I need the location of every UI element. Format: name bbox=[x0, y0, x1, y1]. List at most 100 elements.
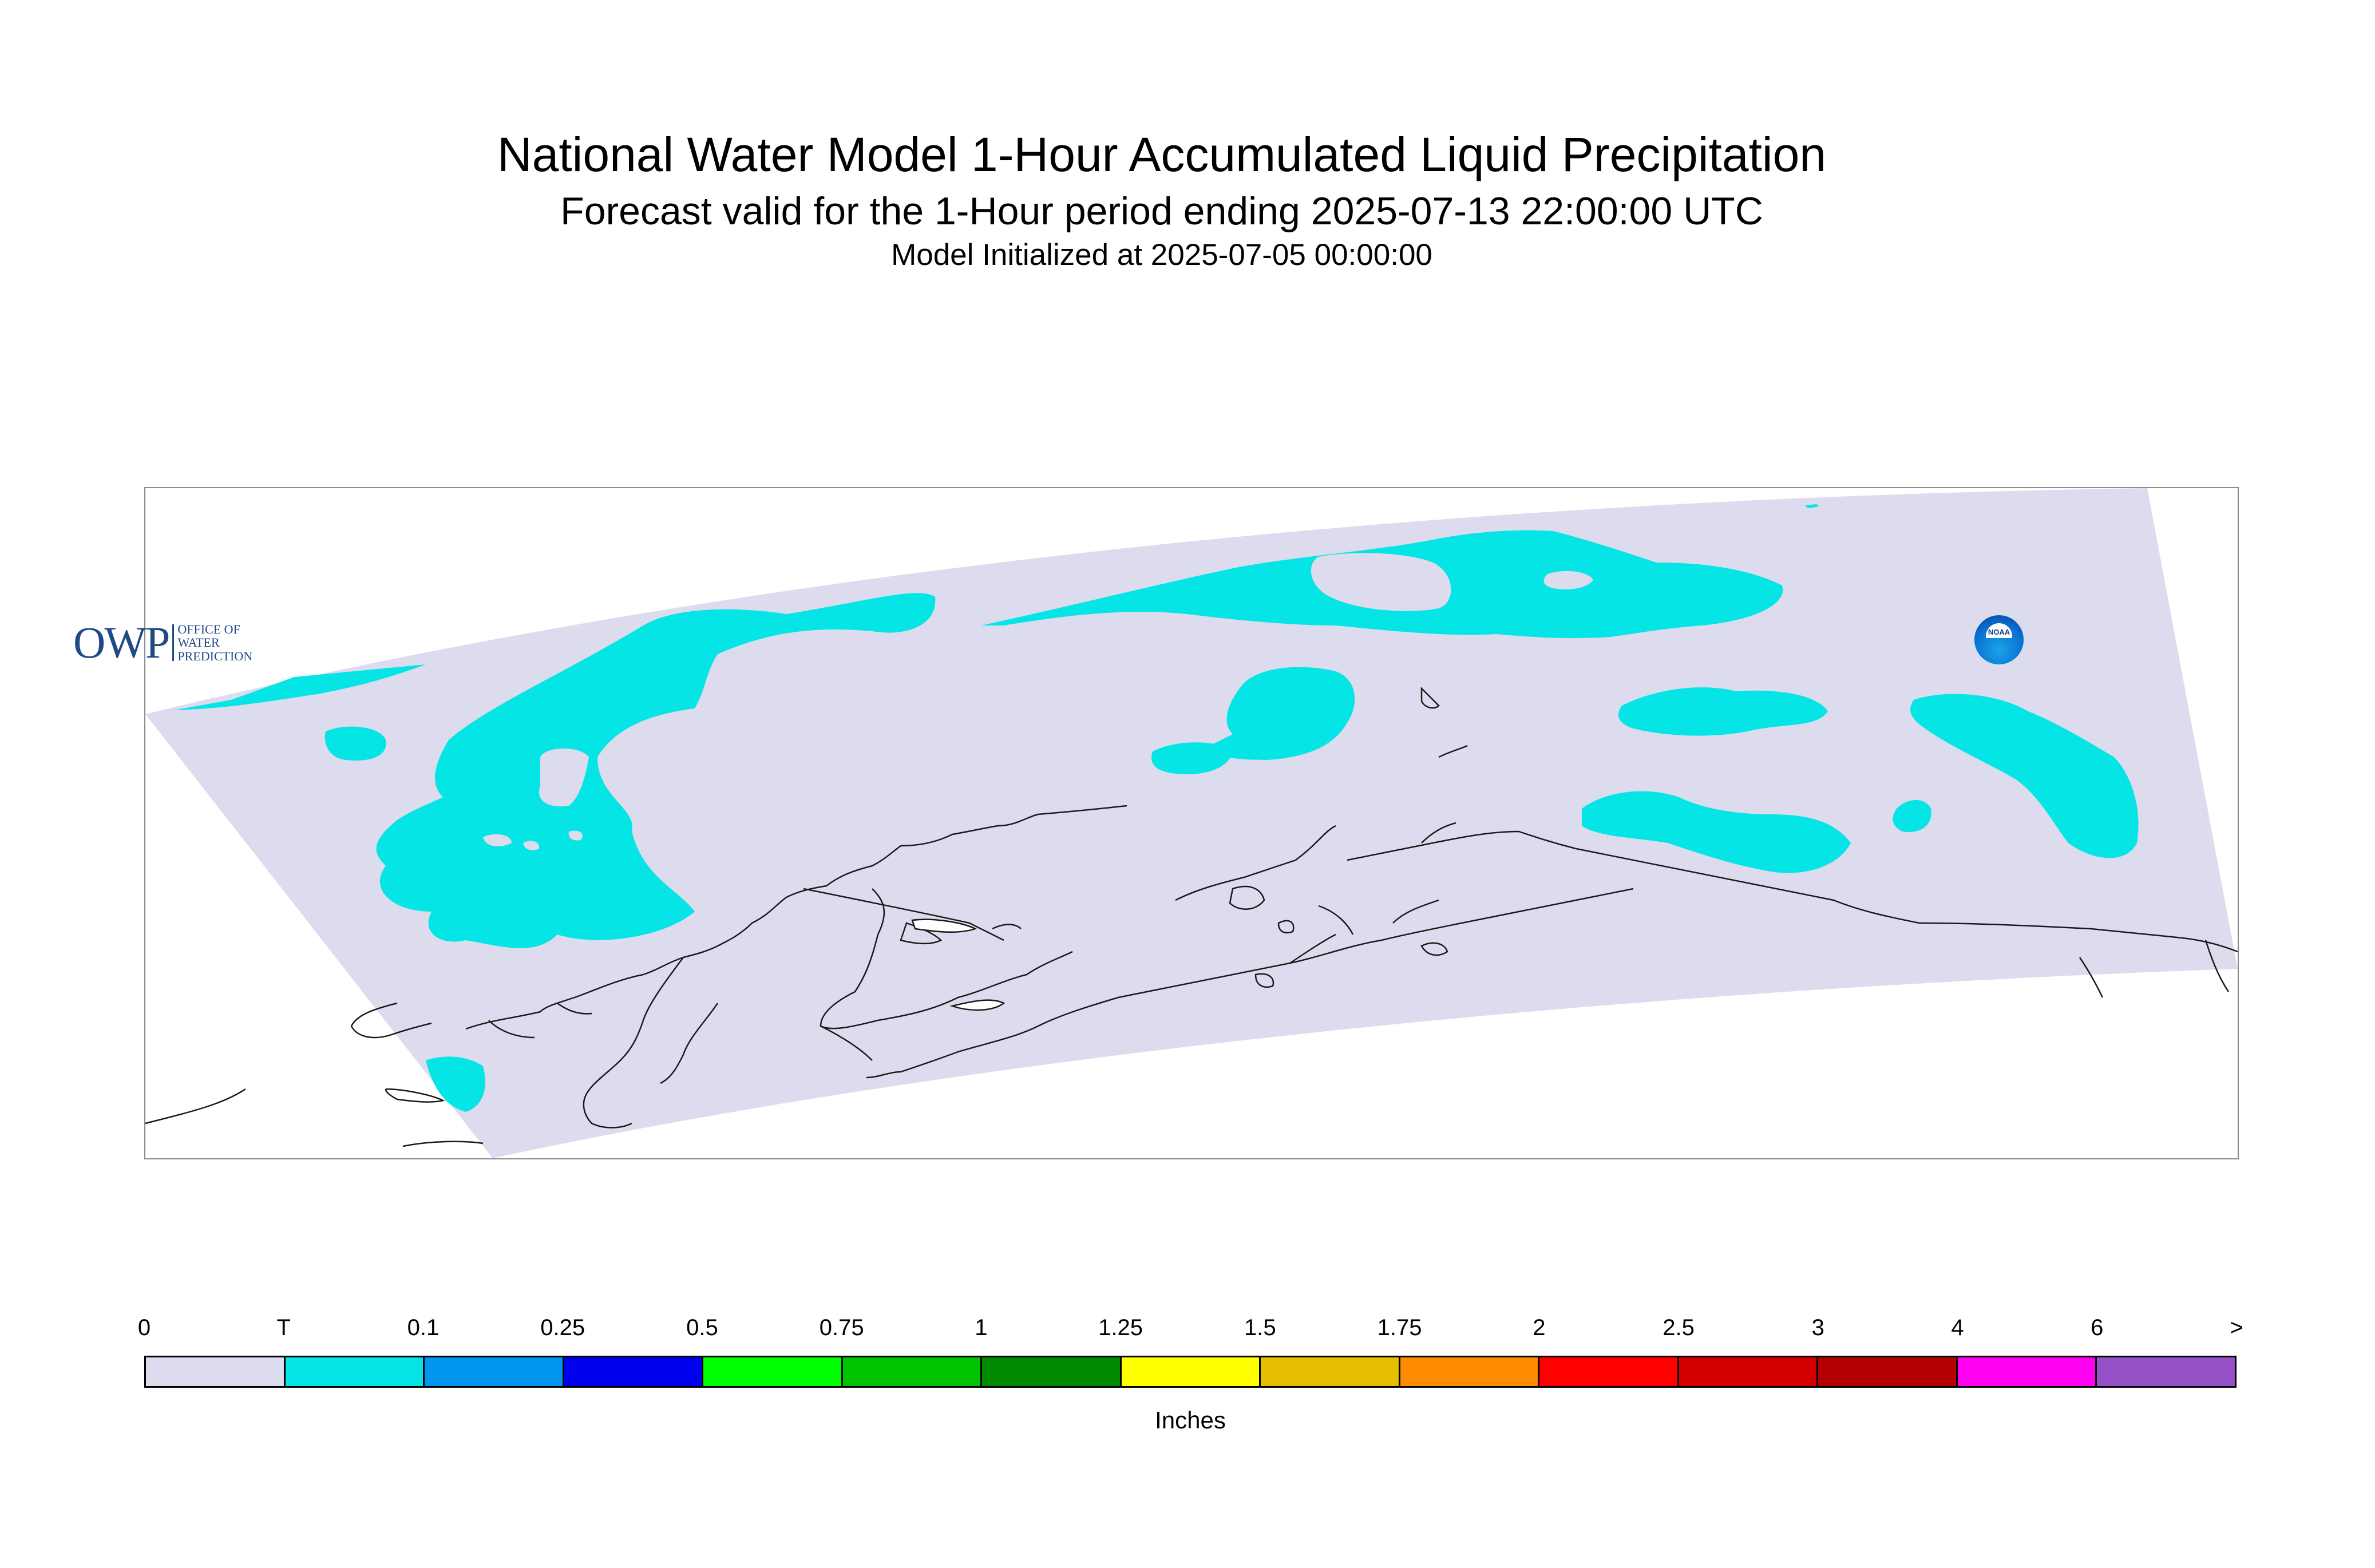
coastline bbox=[820, 1025, 873, 1061]
legend-swatch bbox=[1818, 1357, 1958, 1386]
coastline bbox=[402, 1141, 484, 1147]
inlet bbox=[949, 999, 1006, 1011]
coastline bbox=[1392, 899, 1439, 924]
inlet bbox=[911, 918, 977, 933]
coastline bbox=[1438, 745, 1468, 758]
coastline bbox=[385, 1088, 445, 1103]
precip-area bbox=[174, 664, 426, 710]
island bbox=[1420, 942, 1448, 956]
coastline bbox=[803, 888, 1004, 941]
map-title: National Water Model 1-Hour Accumulated … bbox=[497, 128, 1827, 181]
init-time: Model Initialized at 2025-07-05 00:00:00 bbox=[891, 238, 1432, 272]
legend-swatch bbox=[1261, 1357, 1400, 1386]
coastline bbox=[1420, 686, 1440, 709]
owp-text: OFFICE OF WATER PREDICTION bbox=[177, 623, 252, 662]
coastline bbox=[488, 1020, 535, 1039]
coastline bbox=[2079, 957, 2104, 998]
coastline bbox=[643, 805, 1127, 976]
precip-area bbox=[1805, 504, 1819, 508]
coastline bbox=[1038, 939, 1382, 1027]
coastline bbox=[1318, 905, 1354, 935]
legend-tick-label: 0.25 bbox=[540, 1315, 585, 1340]
coastline bbox=[1347, 830, 1577, 861]
owp-mark: OWP bbox=[73, 617, 170, 667]
coastlines bbox=[145, 686, 2238, 1147]
inlets bbox=[911, 918, 1006, 1011]
dry-hole bbox=[523, 841, 540, 850]
island bbox=[1277, 920, 1295, 934]
map-subtitle: Forecast valid for the 1-Hour period end… bbox=[560, 189, 1763, 233]
coastline bbox=[583, 957, 684, 1129]
legend-tick-label: 3 bbox=[1811, 1315, 1824, 1340]
legend-swatch bbox=[2097, 1357, 2235, 1386]
coastline bbox=[1289, 933, 1336, 964]
coastline bbox=[820, 888, 1073, 1030]
legend-tick-label: 0.1 bbox=[407, 1315, 440, 1340]
precip-area bbox=[1582, 791, 1851, 873]
dry-hole bbox=[539, 749, 589, 807]
coastline bbox=[465, 973, 644, 1030]
precip-area bbox=[1210, 667, 1355, 760]
coastline bbox=[1381, 888, 1634, 941]
legend-swatch bbox=[1957, 1357, 2097, 1386]
legend-tick-label: 1.75 bbox=[1377, 1315, 1422, 1340]
legend-tick-label: T bbox=[276, 1315, 291, 1340]
coastline bbox=[1576, 848, 1920, 924]
coastline bbox=[866, 1025, 1039, 1079]
legend-swatch bbox=[285, 1357, 425, 1386]
owp-line: WATER bbox=[177, 635, 220, 650]
noaa-label: NOAA bbox=[1988, 628, 2010, 636]
legend-tick-label: 1.5 bbox=[1244, 1315, 1276, 1340]
coastline bbox=[1295, 825, 1336, 861]
coastline bbox=[1421, 822, 1456, 844]
legend-swatch bbox=[564, 1357, 704, 1386]
legend-swatch bbox=[425, 1357, 564, 1386]
legend-units: Inches bbox=[1155, 1407, 1226, 1434]
legend-tick-label: 0.75 bbox=[819, 1315, 864, 1340]
coastline bbox=[660, 1003, 719, 1084]
precip-area bbox=[324, 726, 386, 761]
legend-swatch bbox=[842, 1357, 983, 1386]
legend-tick-label: 0 bbox=[137, 1315, 151, 1340]
precip-area bbox=[1910, 694, 2139, 858]
owp-divider bbox=[172, 624, 175, 661]
legend-colorbar bbox=[144, 1356, 2237, 1388]
coastline bbox=[145, 1088, 246, 1124]
legend-swatch bbox=[146, 1357, 286, 1386]
legend-tick-label: 6 bbox=[2091, 1315, 2104, 1340]
owp-logo: OWP OFFICE OF WATER PREDICTION bbox=[73, 620, 252, 666]
coastline bbox=[1175, 859, 1296, 901]
dry-hole bbox=[1543, 571, 1593, 589]
legend-swatch bbox=[703, 1357, 843, 1386]
legend-swatch bbox=[1539, 1357, 1679, 1386]
island bbox=[1229, 885, 1265, 910]
legend-tick-label: 2.5 bbox=[1662, 1315, 1695, 1340]
precip-area bbox=[1151, 742, 1233, 774]
legend-tick-label: 1.25 bbox=[1098, 1315, 1143, 1340]
noaa-logo: NOAA bbox=[1973, 614, 2025, 666]
dry-hole bbox=[1311, 553, 1451, 611]
precip-trace-areas bbox=[174, 504, 2139, 1112]
island bbox=[1254, 973, 1274, 988]
legend-tick-label: 0.5 bbox=[686, 1315, 718, 1340]
owp-line: PREDICTION bbox=[177, 648, 253, 663]
legend-swatch bbox=[982, 1357, 1122, 1386]
owp-line: OFFICE OF bbox=[177, 622, 240, 637]
legend-tick-label: 2 bbox=[1533, 1315, 1546, 1340]
precip-area bbox=[1618, 687, 1828, 736]
legend-tick-label: 4 bbox=[1951, 1315, 1964, 1340]
dry-holes bbox=[483, 553, 1593, 850]
dry-hole bbox=[568, 830, 583, 841]
coastline bbox=[557, 1002, 592, 1015]
precip-area bbox=[376, 593, 936, 948]
coastline bbox=[992, 924, 1022, 930]
coastline bbox=[2204, 940, 2230, 992]
legend-swatch bbox=[1679, 1357, 1819, 1386]
islands bbox=[1229, 885, 1448, 988]
dry-hole bbox=[483, 834, 512, 846]
coastline bbox=[350, 1002, 432, 1039]
coastline bbox=[1919, 922, 2238, 953]
map-canvas bbox=[145, 488, 2238, 1158]
precip-area bbox=[1893, 800, 1931, 832]
legend-swatch bbox=[1400, 1357, 1540, 1386]
